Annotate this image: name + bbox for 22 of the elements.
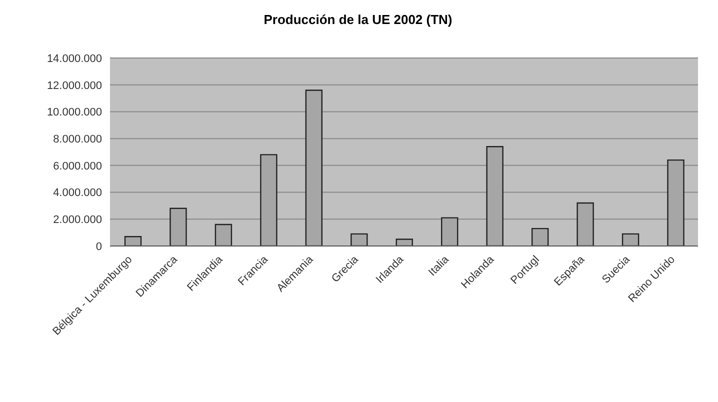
bar: [667, 159, 684, 246]
bar: [486, 146, 504, 246]
bar: [350, 233, 368, 246]
bar: [305, 90, 323, 246]
y-tick-label: 10.000.000: [46, 106, 102, 119]
bar: [441, 217, 458, 246]
y-tick-label: 0: [96, 240, 102, 253]
y-tick-label: 4.000.000: [53, 187, 102, 200]
y-tick-label: 2.000.000: [53, 214, 102, 226]
y-tick-label: 8.000.000: [53, 133, 102, 146]
bar: [576, 202, 594, 246]
bar: [622, 233, 640, 246]
bar: [531, 228, 549, 246]
chart-title: Producción de la UE 2002 (TN): [262, 12, 454, 29]
bar: [214, 224, 232, 246]
y-tick-label: 14.000.000: [46, 52, 102, 65]
y-tick-label: 12.000.000: [46, 80, 102, 92]
y-tick-label: 6.000.000: [53, 160, 102, 172]
bar: [170, 208, 187, 246]
bar: [260, 154, 278, 246]
bar: [124, 236, 142, 246]
bar: [396, 238, 413, 246]
